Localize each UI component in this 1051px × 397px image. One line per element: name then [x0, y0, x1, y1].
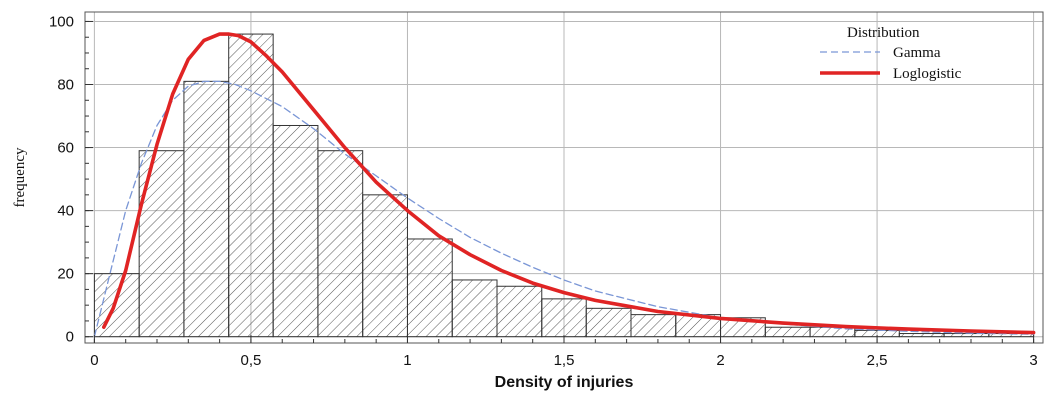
y-tick-label: 40	[57, 203, 74, 220]
histogram-bar	[898, 333, 945, 338]
histogram-bar	[406, 238, 453, 338]
x-tick-label: 2	[716, 352, 724, 369]
histogram-bar	[585, 307, 632, 338]
y-tick-label: 60	[57, 140, 74, 157]
y-tick-label: 0	[66, 329, 74, 346]
x-tick-label: 0,5	[240, 352, 261, 369]
histogram-bars	[93, 33, 1035, 338]
x-tick-label: 2,5	[867, 352, 888, 369]
histogram-bar	[183, 80, 230, 338]
x-tick-label: 1	[403, 352, 411, 369]
histogram-bar	[228, 33, 274, 338]
histogram-bar	[764, 326, 811, 338]
x-tick-label: 1,5	[554, 352, 575, 369]
x-axis-title: Density of injuries	[495, 374, 634, 391]
axes-layer: 0 0,5 1 1,5 2 2,5 3 0 20 40 60 80 100	[49, 11, 1044, 369]
y-axis-title: frequency	[12, 147, 28, 207]
histogram-bar	[496, 285, 543, 338]
distribution-curves	[93, 32, 1036, 338]
x-tick-label: 0	[90, 352, 98, 369]
legend-title: Distribution	[847, 25, 920, 41]
y-tick-label: 100	[49, 13, 74, 30]
legend: Distribution Gamma Loglogistic	[820, 25, 962, 82]
histogram-bar	[317, 150, 364, 338]
histogram-bar	[541, 298, 587, 338]
loglogistic-curve	[102, 32, 1036, 335]
histogram-bar	[138, 150, 185, 338]
x-tick-label: 3	[1029, 352, 1037, 369]
histogram-bar	[93, 273, 140, 338]
gamma-legend-label: Gamma	[893, 45, 941, 61]
histogram-bar	[451, 279, 498, 338]
y-tick-label: 20	[57, 266, 74, 283]
loglogistic-legend-label: Loglogistic	[893, 66, 962, 82]
histogram-bar	[362, 194, 408, 338]
histogram-bar	[272, 124, 319, 338]
y-tick-label: 80	[57, 77, 74, 94]
histogram-bar	[630, 314, 677, 338]
